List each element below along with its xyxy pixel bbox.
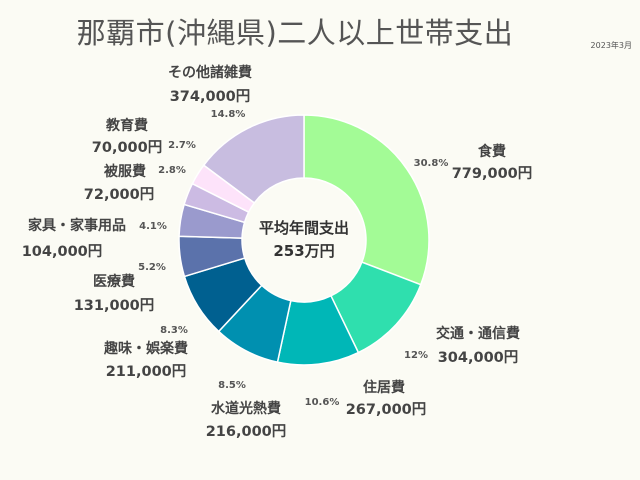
amount-label-7: 72,000円 [84,186,154,203]
percent-label-1: 12% [404,350,428,361]
amount-label-4: 211,000円 [106,363,187,380]
amount-label-6: 104,000円 [22,243,103,260]
slice-9 [202,114,305,204]
amount-label-8: 70,000円 [92,139,162,156]
chart-title: 那覇市(沖縄県)二人以上世帯支出 [76,16,514,50]
amount-label-5: 131,000円 [74,297,155,314]
category-label-7: 被服費 [104,163,146,180]
slice-0 [303,114,430,286]
category-label-9: その他諸雑費 [168,64,252,81]
category-label-1: 交通・通信費 [436,325,520,342]
percent-label-6: 4.1% [139,221,167,232]
percent-label-3: 8.5% [218,380,246,391]
category-label-6: 家具・家事用品 [28,217,126,234]
center-label-line2: 253万円 [273,242,334,260]
percent-label-7: 2.8% [158,165,186,176]
slices-group [178,114,430,366]
center-label-line1: 平均年間支出 [259,219,349,237]
category-label-2: 住居費 [363,379,405,396]
category-label-3: 水道光熱費 [211,400,281,417]
amount-label-9: 374,000円 [170,88,251,105]
percent-label-4: 8.3% [160,325,188,336]
amount-label-2: 267,000円 [346,401,427,418]
category-label-0: 食費 [478,143,506,160]
amount-label-3: 216,000円 [206,423,287,440]
amount-label-1: 304,000円 [438,349,519,366]
category-label-4: 趣味・娯楽費 [103,340,188,357]
percent-label-0: 30.8% [414,158,449,169]
category-label-8: 教育費 [106,117,148,134]
category-label-5: 医療費 [93,273,135,290]
percent-label-9: 14.8% [211,109,246,120]
amount-label-0: 779,000円 [452,165,533,182]
date-label: 2023年3月 [590,41,632,50]
percent-label-5: 5.2% [138,262,166,273]
percent-label-8: 2.7% [168,140,196,151]
percent-label-2: 10.6% [305,397,340,408]
